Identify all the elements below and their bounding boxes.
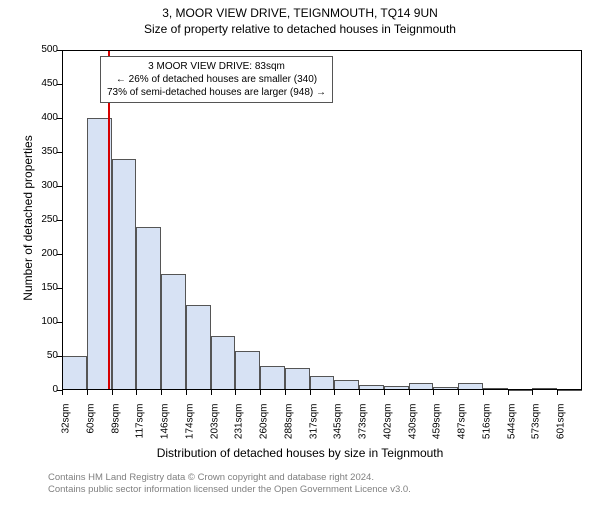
histogram-bar bbox=[260, 366, 285, 390]
x-axis-label: Distribution of detached houses by size … bbox=[0, 446, 600, 460]
annotation-callout: 3 MOOR VIEW DRIVE: 83sqm ← 26% of detach… bbox=[100, 56, 333, 103]
chart-title-address: 3, MOOR VIEW DRIVE, TEIGNMOUTH, TQ14 9UN bbox=[0, 6, 600, 20]
xtick-mark bbox=[260, 390, 261, 395]
xtick-mark bbox=[384, 390, 385, 395]
ytick-mark bbox=[57, 118, 62, 119]
ytick-mark bbox=[57, 186, 62, 187]
xtick-mark bbox=[62, 390, 63, 395]
ytick-label: 100 bbox=[30, 316, 58, 327]
ytick-label: 350 bbox=[30, 146, 58, 157]
histogram-bar bbox=[433, 387, 458, 390]
histogram-bar bbox=[384, 386, 409, 390]
ytick-mark bbox=[57, 84, 62, 85]
xtick-mark bbox=[87, 390, 88, 395]
footer-line2: Contains public sector information licen… bbox=[48, 484, 411, 496]
xtick-mark bbox=[235, 390, 236, 395]
annotation-line1: 3 MOOR VIEW DRIVE: 83sqm bbox=[107, 60, 326, 73]
ytick-mark bbox=[57, 322, 62, 323]
ytick-mark bbox=[57, 50, 62, 51]
ytick-label: 50 bbox=[30, 350, 58, 361]
xtick-mark bbox=[136, 390, 137, 395]
histogram-bar bbox=[409, 383, 434, 390]
chart-title-subtitle: Size of property relative to detached ho… bbox=[0, 22, 600, 36]
ytick-label: 150 bbox=[30, 282, 58, 293]
xtick-mark bbox=[483, 390, 484, 395]
xtick-mark bbox=[186, 390, 187, 395]
histogram-bar bbox=[310, 376, 335, 390]
xtick-mark bbox=[508, 390, 509, 395]
ytick-mark bbox=[57, 288, 62, 289]
histogram-bar bbox=[557, 389, 582, 391]
histogram-bar bbox=[62, 356, 87, 390]
ytick-label: 450 bbox=[30, 78, 58, 89]
xtick-mark bbox=[285, 390, 286, 395]
footer-attribution: Contains HM Land Registry data © Crown c… bbox=[48, 472, 411, 497]
ytick-label: 300 bbox=[30, 180, 58, 191]
histogram-bar bbox=[112, 159, 137, 390]
ytick-label: 200 bbox=[30, 248, 58, 259]
ytick-label: 500 bbox=[30, 44, 58, 55]
histogram-bar bbox=[483, 388, 508, 390]
xtick-mark bbox=[359, 390, 360, 395]
xtick-mark bbox=[557, 390, 558, 395]
histogram-bar bbox=[235, 351, 260, 390]
histogram-bar bbox=[211, 336, 236, 390]
xtick-mark bbox=[112, 390, 113, 395]
annotation-line3: 73% of semi-detached houses are larger (… bbox=[107, 86, 326, 99]
xtick-mark bbox=[409, 390, 410, 395]
annotation-line2: ← 26% of detached houses are smaller (34… bbox=[107, 73, 326, 86]
histogram-bar bbox=[161, 274, 186, 390]
ytick-mark bbox=[57, 152, 62, 153]
histogram-bar bbox=[285, 368, 310, 390]
histogram-bar bbox=[186, 305, 211, 390]
xtick-mark bbox=[334, 390, 335, 395]
ytick-mark bbox=[57, 220, 62, 221]
xtick-mark bbox=[433, 390, 434, 395]
histogram-bar bbox=[359, 385, 384, 390]
ytick-mark bbox=[57, 254, 62, 255]
ytick-label: 400 bbox=[30, 112, 58, 123]
histogram-bar bbox=[136, 227, 161, 390]
xtick-mark bbox=[310, 390, 311, 395]
xtick-mark bbox=[161, 390, 162, 395]
histogram-bar bbox=[458, 383, 483, 390]
ytick-label: 250 bbox=[30, 214, 58, 225]
ytick-label: 0 bbox=[30, 384, 58, 395]
histogram-bar bbox=[334, 380, 359, 390]
xtick-mark bbox=[532, 390, 533, 395]
histogram-bar bbox=[508, 389, 533, 391]
histogram-bar bbox=[532, 388, 557, 390]
footer-line1: Contains HM Land Registry data © Crown c… bbox=[48, 472, 411, 484]
xtick-mark bbox=[458, 390, 459, 395]
xtick-mark bbox=[211, 390, 212, 395]
